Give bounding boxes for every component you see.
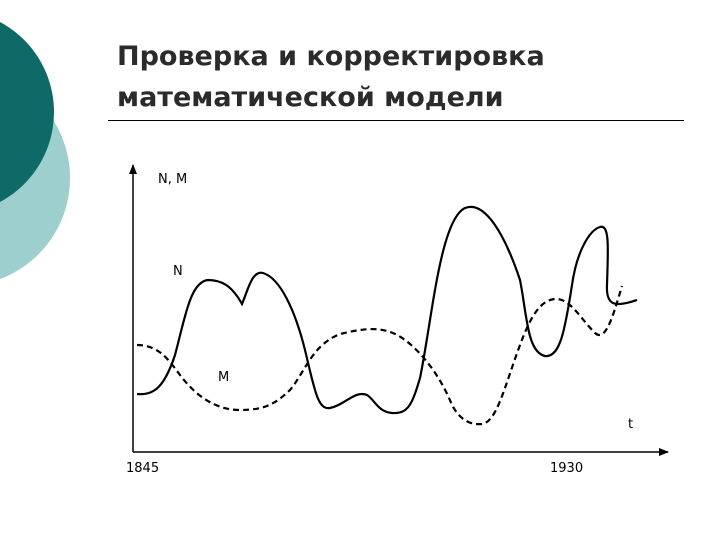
curve-n (136, 205, 638, 415)
dark-circle (0, 22, 54, 202)
x-axis-label: t (628, 417, 633, 432)
slide-title-line-1: Проверка и корректировка (117, 41, 545, 72)
slide-title-line-2: математической модели (117, 82, 504, 113)
x-start-label: 1845 (126, 461, 159, 476)
y-axis-label: N, M (158, 172, 187, 187)
x-end-label: 1930 (550, 461, 583, 476)
title-divider (108, 120, 684, 121)
curve-m-label: M (218, 370, 229, 385)
slide-title: Проверка и корректировка математической … (117, 36, 697, 118)
decorative-circles (0, 22, 70, 280)
curve-n-label: N (173, 264, 183, 279)
